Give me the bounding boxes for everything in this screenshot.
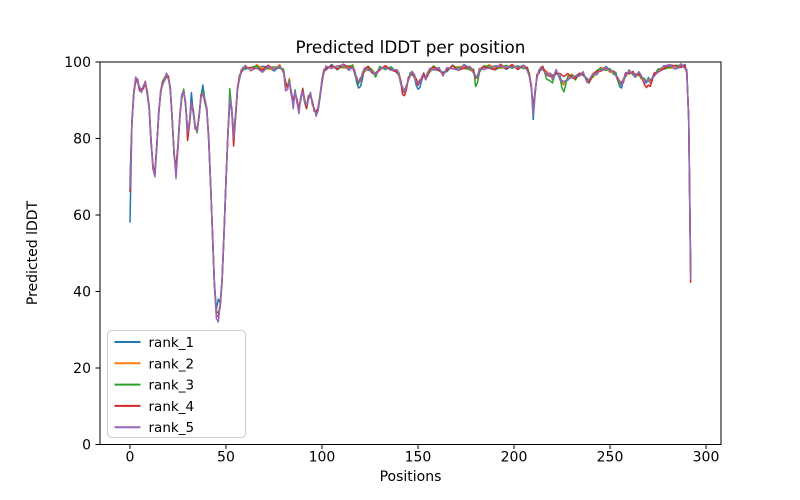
series-line-rank_5 bbox=[129, 63, 692, 323]
legend-box bbox=[107, 330, 246, 438]
legend-item-label: rank_3 bbox=[149, 378, 195, 394]
y-axis-label: Predicted lDDT bbox=[25, 200, 41, 305]
legend-item-label: rank_4 bbox=[149, 399, 195, 415]
x-tick-label: 200 bbox=[501, 450, 528, 466]
axis-ticks: 0 50 100 150 200 250 300 0 20 40 60 80 100 bbox=[64, 55, 719, 466]
x-tick-label: 150 bbox=[405, 450, 432, 466]
legend-item-label: rank_1 bbox=[149, 335, 195, 351]
y-tick-label: 80 bbox=[73, 132, 91, 148]
chart-title: Predicted lDDT per position bbox=[296, 37, 526, 57]
x-axis-label: Positions bbox=[380, 469, 442, 485]
x-tick-label: 50 bbox=[217, 450, 235, 466]
y-tick-label: 100 bbox=[64, 55, 91, 71]
legend-item-label: rank_2 bbox=[149, 356, 195, 372]
y-tick-label: 0 bbox=[82, 438, 91, 454]
axes-spines bbox=[99, 61, 722, 445]
series-lines bbox=[129, 63, 692, 323]
x-tick-label: 250 bbox=[597, 450, 624, 466]
y-tick-label: 60 bbox=[73, 208, 91, 224]
x-tick-label: 0 bbox=[125, 450, 134, 466]
x-tick-label: 100 bbox=[309, 450, 336, 466]
y-tick-label: 20 bbox=[73, 361, 91, 377]
y-tick-label: 40 bbox=[73, 285, 91, 301]
legend: rank_1 rank_2 rank_3 rank_4 rank_5 bbox=[107, 330, 246, 438]
x-tick-label: 300 bbox=[693, 450, 720, 466]
legend-item-label: rank_5 bbox=[149, 420, 195, 436]
